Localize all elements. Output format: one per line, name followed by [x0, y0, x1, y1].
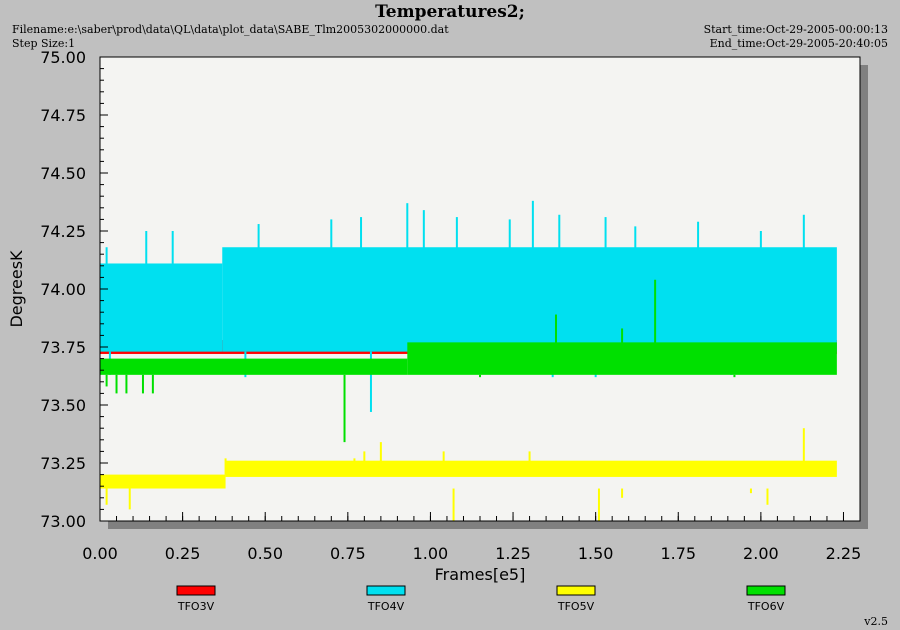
y-tick-label: 74.00 — [40, 280, 86, 299]
legend-item-tfo4v: TFO4V — [366, 585, 406, 613]
x-tick-label: 0.50 — [247, 544, 283, 563]
series-band — [100, 474, 226, 489]
chart-title: Temperatures2; — [375, 2, 525, 22]
version-label: v2.5 — [864, 615, 888, 628]
series-band — [225, 460, 837, 477]
axis-layer: 73.00 73.25 73.50 73.75 74.00 74.25 74.50 74.75… — [40, 48, 861, 563]
legend-swatch — [366, 585, 406, 596]
series-layer — [100, 200, 837, 521]
x-tick-label: 0.75 — [330, 544, 366, 563]
y-tick-label: 75.00 — [40, 48, 86, 67]
y-tick-label: 74.25 — [40, 222, 86, 241]
x-tick-label: 1.00 — [413, 544, 449, 563]
legend-swatch — [556, 585, 596, 596]
filename-label: Filename:e:\saber\prod\data\QL\data\plot… — [12, 23, 449, 36]
end-time-label: End_time:Oct-29-2005-20:40:05 — [709, 37, 888, 50]
x-tick-label: 2.25 — [826, 544, 862, 563]
step-size-label: Step Size:1 — [12, 37, 76, 50]
y-tick-label: 73.00 — [40, 512, 86, 531]
series-band — [222, 247, 837, 352]
y-tick-label: 74.75 — [40, 106, 86, 125]
y-tick-label: 74.50 — [40, 164, 86, 183]
x-tick-label: 1.75 — [660, 544, 696, 563]
x-tick-label: 0.25 — [165, 544, 201, 563]
x-axis-title: Frames[e5] — [435, 565, 526, 584]
x-tick-label: 0.00 — [82, 544, 118, 563]
legend-swatch — [176, 585, 216, 596]
legend-swatch — [746, 585, 786, 596]
legend-label: TFO4V — [367, 600, 405, 613]
legend-label: TFO3V — [177, 600, 215, 613]
series-band — [100, 358, 408, 375]
legend-item-tfo6v: TFO6V — [746, 585, 786, 613]
series-tfo4v — [100, 200, 837, 412]
x-tick-label: 1.50 — [578, 544, 614, 563]
series-tfo5v — [100, 428, 837, 521]
legend: TFO3V TFO4V TFO5V TFO6V — [176, 585, 786, 613]
x-tick-label: 2.00 — [743, 544, 779, 563]
legend-item-tfo3v: TFO3V — [176, 585, 216, 613]
series-band — [100, 263, 223, 352]
series-tfo6v — [100, 279, 837, 443]
y-tick-label: 73.25 — [40, 454, 86, 473]
legend-label: TFO5V — [557, 600, 595, 613]
y-axis-title: DegreesK — [7, 250, 26, 328]
start-time-label: Start_time:Oct-29-2005-00:00:13 — [703, 23, 888, 36]
y-tick-label: 73.75 — [40, 338, 86, 357]
y-tick-label: 73.50 — [40, 396, 86, 415]
legend-item-tfo5v: TFO5V — [556, 585, 596, 613]
x-tick-label: 1.25 — [495, 544, 531, 563]
legend-label: TFO6V — [747, 600, 785, 613]
